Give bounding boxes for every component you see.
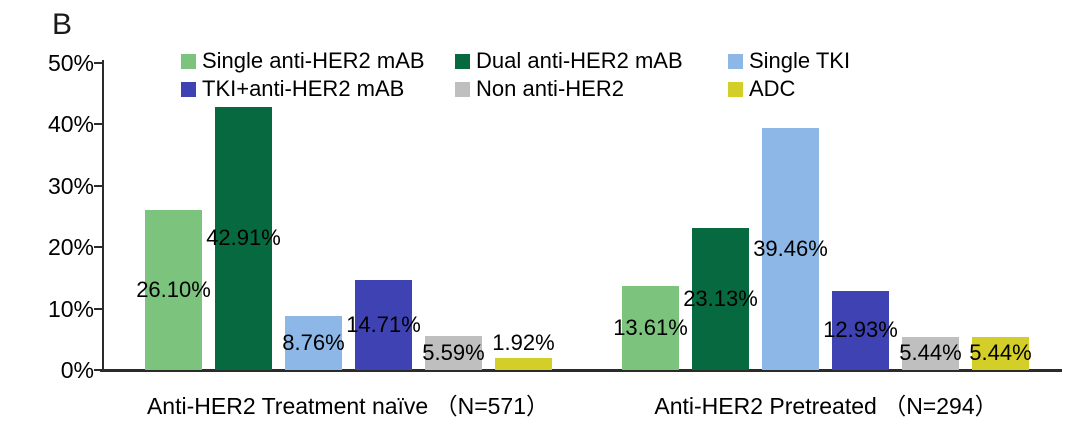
y-axis-line — [102, 60, 104, 371]
bar-value-label-non-anti-her2-group2: 5.44% — [899, 340, 962, 366]
y-tick-label: 20% — [47, 234, 94, 261]
bar-single-tki-group1 — [285, 316, 342, 370]
y-tick — [94, 62, 102, 64]
legend-label-single-tki: Single TKI — [749, 48, 851, 73]
bar-single-tki-group2 — [762, 127, 819, 370]
bar-single-anti-her2-mab-group2 — [622, 286, 679, 370]
group-label-pretreated: Anti-HER2 Pretreated （N=294） — [654, 393, 998, 419]
x-axis-line — [100, 369, 1062, 372]
y-tick-label: 10% — [47, 295, 94, 322]
bar-tki-anti-her2-mab-group2 — [832, 290, 889, 370]
y-tick — [94, 307, 102, 310]
legend-swatch-non-anti-her2 — [455, 81, 470, 97]
bar-value-label-single-tki-group1: 8.76% — [282, 330, 345, 356]
bar-tki-anti-her2-mab-group1 — [355, 279, 412, 370]
y-tick — [94, 246, 102, 249]
bar-non-anti-her2-group1 — [425, 335, 482, 370]
bar-adc-group1 — [495, 358, 552, 370]
bar-value-label-single-anti-her2-mab-group1: 26.10% — [136, 276, 211, 302]
bar-value-label-tki-anti-her2-mab-group2: 12.93% — [823, 317, 898, 343]
panel-label: B — [52, 8, 73, 41]
y-tick-label: 0% — [60, 357, 94, 383]
legend-swatch-single-anti-her2-mab — [181, 53, 196, 69]
bar-non-anti-her2-group2 — [902, 336, 959, 370]
legend-label-tki-anti-her2-mab: TKI+anti-HER2 mAB — [202, 76, 405, 101]
legend-label-adc: ADC — [749, 76, 796, 101]
bar-dual-anti-her2-mab-group2 — [692, 227, 749, 370]
bar-single-anti-her2-mab-group1 — [145, 209, 202, 370]
legend-item-single-tki: Single TKI — [728, 49, 850, 73]
legend-label-single-anti-her2-mab: Single anti-HER2 mAB — [202, 48, 425, 73]
bar-value-label-single-tki-group2: 39.46% — [753, 235, 828, 261]
bar-value-label-tki-anti-her2-mab-group1: 14.71% — [346, 311, 421, 337]
legend-label-non-anti-her2: Non anti-HER2 — [476, 76, 624, 101]
group-label-treatment-naive: Anti-HER2 Treatment naïve （N=571） — [146, 393, 550, 419]
y-tick — [94, 369, 102, 371]
legend-item-non-anti-her2: Non anti-HER2 — [455, 77, 624, 101]
bar-value-label-non-anti-her2-group1: 5.59% — [422, 339, 485, 365]
y-tick-label: 40% — [47, 111, 94, 138]
bar-adc-group2 — [972, 336, 1029, 370]
legend-item-adc: ADC — [728, 77, 795, 101]
legend-swatch-dual-anti-her2-mab — [455, 53, 470, 69]
bar-value-label-adc-group2: 5.44% — [969, 340, 1032, 366]
bar-value-label-dual-anti-her2-mab-group1: 42.91% — [206, 225, 281, 251]
legend-label-dual-anti-her2-mab: Dual anti-HER2 mAB — [476, 48, 683, 73]
y-tick-label: 30% — [47, 172, 94, 199]
bar-value-label-adc-group1: 1.92% — [492, 330, 555, 356]
legend-item-tki-anti-her2-mab: TKI+anti-HER2 mAB — [181, 77, 404, 101]
bar-value-label-single-anti-her2-mab-group2: 13.61% — [613, 315, 688, 341]
bar-dual-anti-her2-mab-group1 — [215, 106, 272, 370]
legend-item-single-anti-her2-mab: Single anti-HER2 mAB — [181, 49, 425, 73]
y-tick — [94, 123, 102, 126]
y-tick — [94, 184, 102, 187]
bar-value-label-dual-anti-her2-mab-group2: 23.13% — [683, 285, 758, 311]
legend-swatch-adc — [728, 81, 743, 97]
legend-swatch-single-tki — [728, 53, 743, 69]
legend-item-dual-anti-her2-mab: Dual anti-HER2 mAB — [455, 49, 683, 73]
y-tick-label: 50% — [47, 50, 94, 76]
legend-swatch-tki-anti-her2-mab — [181, 81, 196, 97]
